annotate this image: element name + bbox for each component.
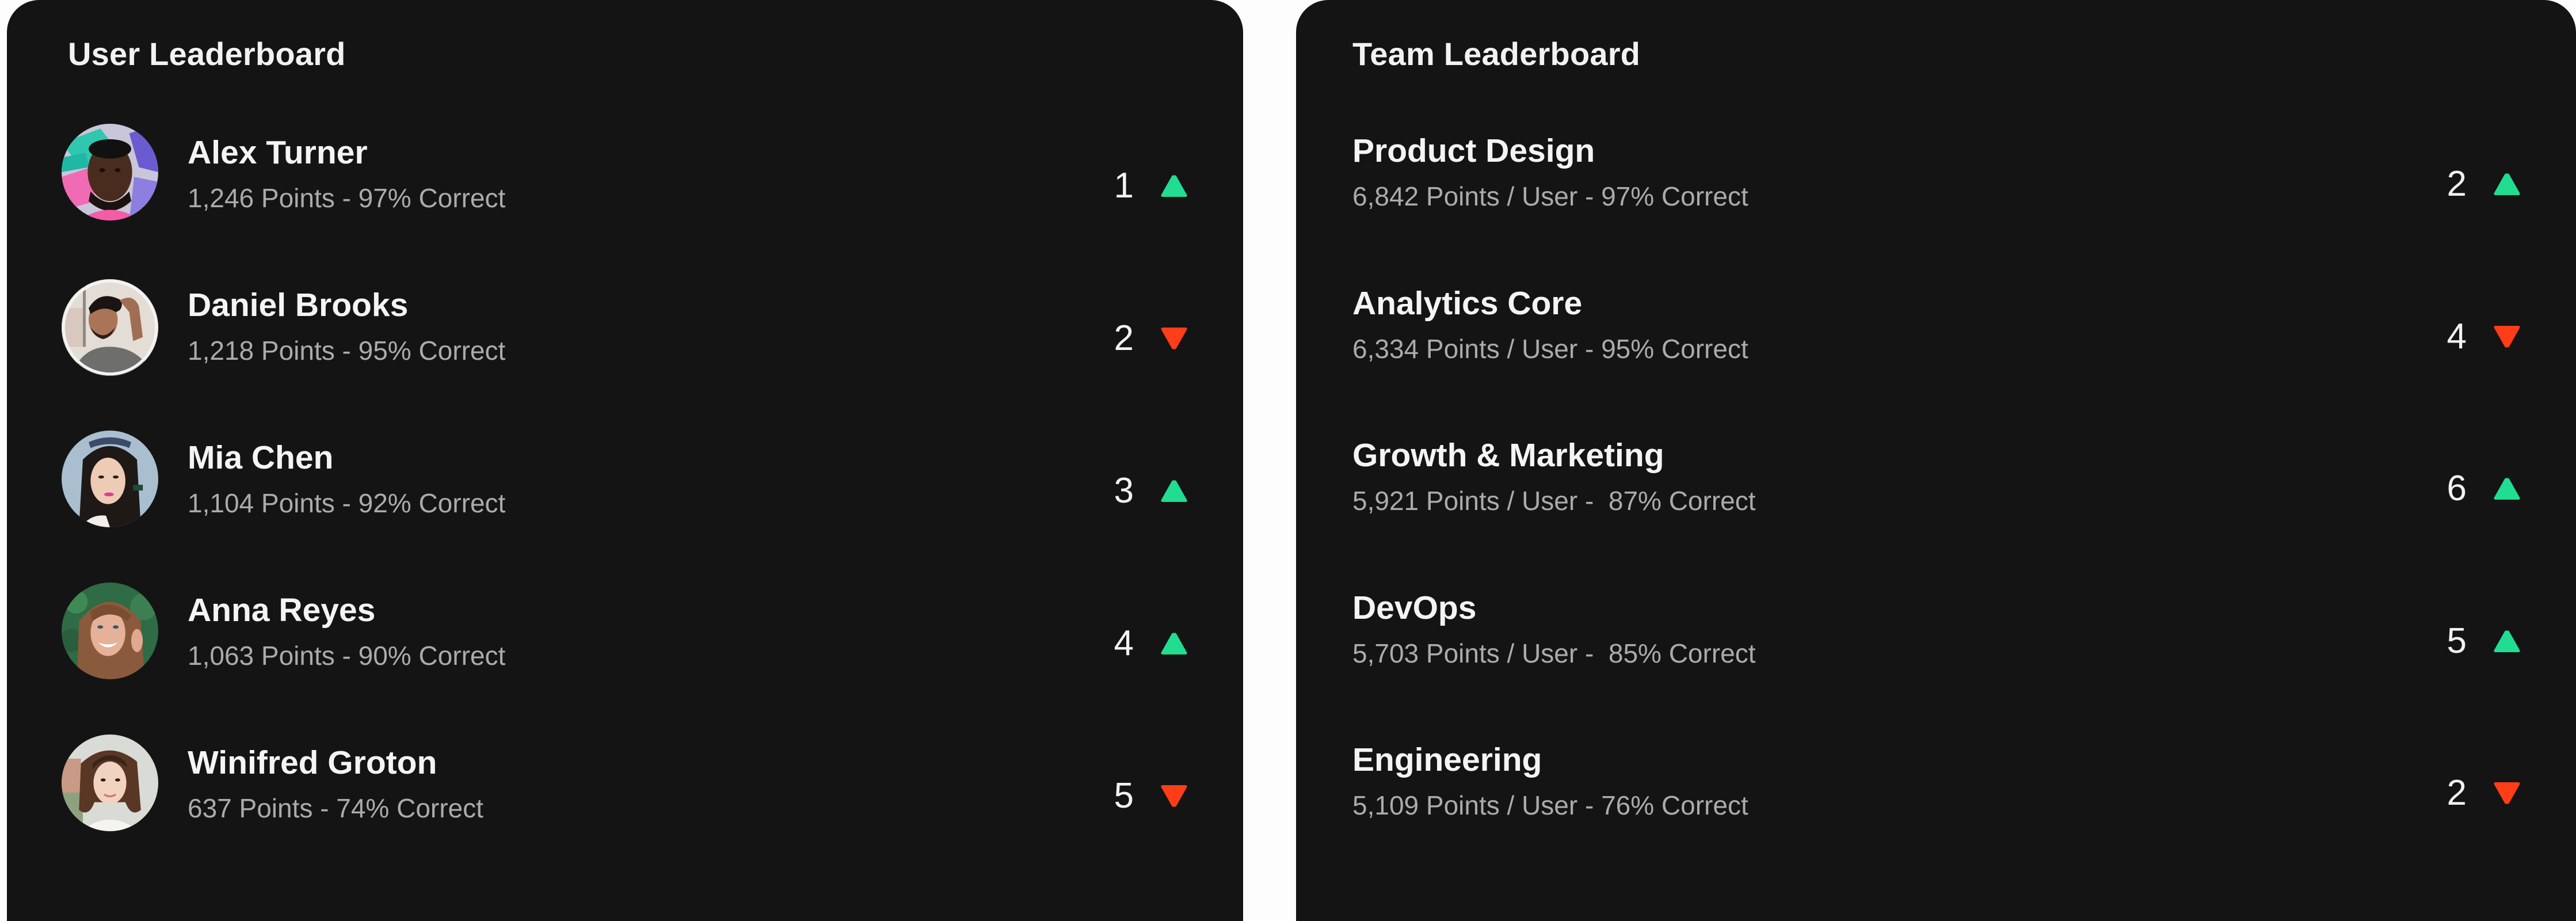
avatar — [62, 583, 158, 679]
user-stats: 637 Points - 74% Correct — [188, 793, 483, 823]
avatar — [62, 734, 158, 831]
user-name: Winifred Groton — [188, 744, 437, 781]
rank-number: 2 — [2447, 773, 2467, 813]
rank-indicator: 2 — [2444, 775, 2521, 812]
rank-number: 4 — [1114, 623, 1134, 663]
team-row[interactable]: DevOps 5,703 Points / User - 85% Correct… — [1296, 569, 2576, 722]
triangle-up-icon — [1161, 480, 1187, 502]
team-stats: 6,842 Points / User - 97% Correct — [1352, 181, 1748, 211]
rank-number: 4 — [2447, 317, 2467, 356]
rank-indicator: 5 — [2444, 623, 2521, 660]
user-row[interactable]: Mia Chen 1,104 Points - 92% Correct 3 — [7, 419, 1243, 572]
avatar-daniel-brooks-image — [62, 279, 158, 376]
user-name: Anna Reyes — [188, 592, 376, 629]
user-stats: 1,218 Points - 95% Correct — [188, 336, 506, 366]
team-name: Growth & Marketing — [1352, 437, 1664, 474]
user-row[interactable]: Anna Reyes 1,063 Points - 90% Correct 4 — [7, 572, 1243, 724]
team-stats: 6,334 Points / User - 95% Correct — [1352, 334, 1748, 364]
user-stats: 1,104 Points - 92% Correct — [188, 488, 506, 518]
triangle-up-icon — [2494, 173, 2520, 195]
team-name: DevOps — [1352, 589, 1477, 626]
user-leaderboard-card: User Leaderboard — [7, 0, 1243, 921]
user-name: Mia Chen — [188, 439, 334, 476]
triangle-up-icon — [2494, 630, 2520, 652]
user-row[interactable]: Winifred Groton 637 Points - 74% Correct… — [7, 724, 1243, 877]
user-row[interactable]: Alex Turner 1,246 Points - 97% Correct 1 — [7, 114, 1243, 267]
rank-indicator: 2 — [1111, 320, 1188, 357]
triangle-down-icon — [1161, 785, 1187, 807]
rank-number: 5 — [2447, 621, 2467, 661]
team-row[interactable]: Product Design 6,842 Points / User - 97%… — [1296, 112, 2576, 265]
user-stats: 1,246 Points - 97% Correct — [188, 183, 506, 213]
rank-indicator: 1 — [1111, 168, 1188, 204]
user-name: Daniel Brooks — [188, 287, 409, 324]
rank-indicator: 6 — [2444, 470, 2521, 507]
user-stats: 1,063 Points - 90% Correct — [188, 641, 506, 671]
team-name: Product Design — [1352, 132, 1595, 169]
user-row[interactable]: Daniel Brooks 1,218 Points - 95% Correct… — [7, 267, 1243, 419]
rank-indicator: 3 — [1111, 473, 1188, 509]
rank-number: 2 — [2447, 164, 2467, 204]
avatar-mia-chen-image — [62, 431, 158, 527]
team-row[interactable]: Engineering 5,109 Points / User - 76% Co… — [1296, 721, 2576, 874]
triangle-down-icon — [2494, 782, 2520, 804]
team-row[interactable]: Analytics Core 6,334 Points / User - 95%… — [1296, 265, 2576, 417]
rank-indicator: 2 — [2444, 166, 2521, 203]
rank-number: 6 — [2447, 469, 2467, 508]
rank-number: 2 — [1114, 318, 1134, 358]
rank-number: 1 — [1114, 166, 1134, 205]
avatar-alex-turner-image — [62, 124, 158, 220]
triangle-down-icon — [2494, 326, 2520, 348]
avatar-anna-reyes-image — [62, 583, 158, 679]
team-stats: 5,703 Points / User - 85% Correct — [1352, 638, 1756, 668]
rank-number: 5 — [1114, 776, 1134, 816]
avatar — [62, 279, 158, 376]
triangle-up-icon — [1161, 175, 1187, 197]
avatar — [62, 431, 158, 527]
rank-number: 3 — [1114, 471, 1134, 511]
rank-indicator: 4 — [1111, 625, 1188, 662]
triangle-up-icon — [1161, 633, 1187, 654]
team-stats: 5,109 Points / User - 76% Correct — [1352, 790, 1748, 820]
user-leaderboard-title: User Leaderboard — [68, 36, 346, 72]
team-row[interactable]: Growth & Marketing 5,921 Points / User -… — [1296, 417, 2576, 569]
team-name: Engineering — [1352, 741, 1542, 778]
team-leaderboard-card: Team Leaderboard Product Design 6,842 Po… — [1296, 0, 2576, 921]
team-stats: 5,921 Points / User - 87% Correct — [1352, 486, 1756, 516]
rank-indicator: 4 — [2444, 318, 2521, 355]
rank-indicator: 5 — [1111, 778, 1188, 815]
user-name: Alex Turner — [188, 134, 368, 171]
avatar — [62, 124, 158, 220]
team-name: Analytics Core — [1352, 285, 1583, 322]
team-leaderboard-title: Team Leaderboard — [1352, 36, 1641, 72]
triangle-up-icon — [2494, 478, 2520, 500]
triangle-down-icon — [1161, 328, 1187, 349]
avatar-winifred-groton-image — [62, 734, 158, 831]
